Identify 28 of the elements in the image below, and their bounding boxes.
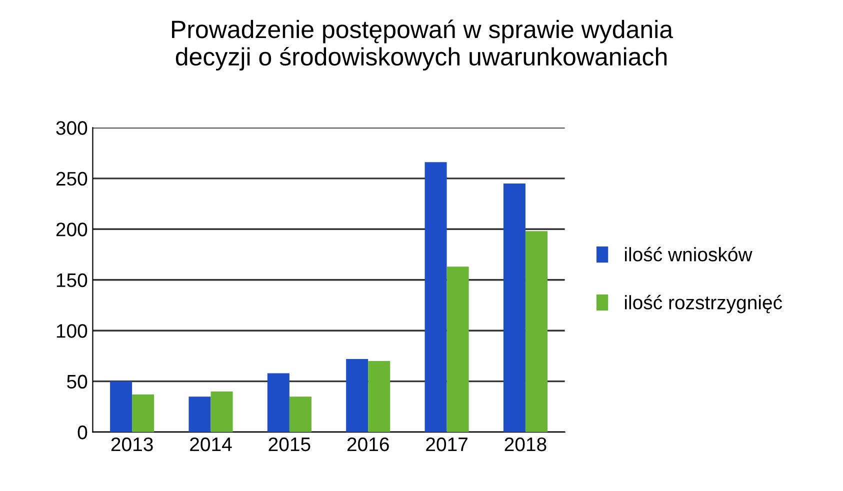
- y-tick-label: 50: [67, 374, 88, 389]
- y-tick-label: 150: [56, 273, 88, 288]
- y-tick-label: 100: [56, 324, 88, 338]
- bar: [446, 266, 469, 432]
- bar: [368, 361, 390, 432]
- bar: [110, 381, 132, 432]
- bar: [267, 373, 290, 432]
- bar: [525, 231, 548, 432]
- bar: [289, 396, 312, 432]
- y-tick-label: 200: [56, 222, 88, 236]
- bar: [424, 162, 447, 432]
- x-tick-label: 2014: [190, 437, 232, 452]
- y-tick-label: 300: [56, 121, 88, 135]
- bar: [346, 359, 368, 432]
- bar: [503, 183, 526, 432]
- x-tick-label: 2015: [268, 437, 310, 452]
- chart-title: Prowadzenie postępowań w sprawie wydania decyzji o środowiskowych uwarunkowaniach: [172, 20, 674, 71]
- legend-label: ilość rozstrzygnięć: [624, 294, 782, 314]
- y-tick-label: 250: [56, 172, 88, 186]
- x-tick-label: 2017: [426, 437, 468, 452]
- y-tick-label: 0: [78, 426, 88, 440]
- bar: [210, 391, 233, 432]
- bar: [188, 396, 211, 432]
- legend-label: ilość wniosków: [624, 246, 752, 262]
- x-tick-label: 2013: [111, 437, 153, 452]
- x-tick-label: 2018: [504, 437, 546, 452]
- bar: [132, 394, 154, 432]
- x-tick-label: 2016: [347, 437, 389, 452]
